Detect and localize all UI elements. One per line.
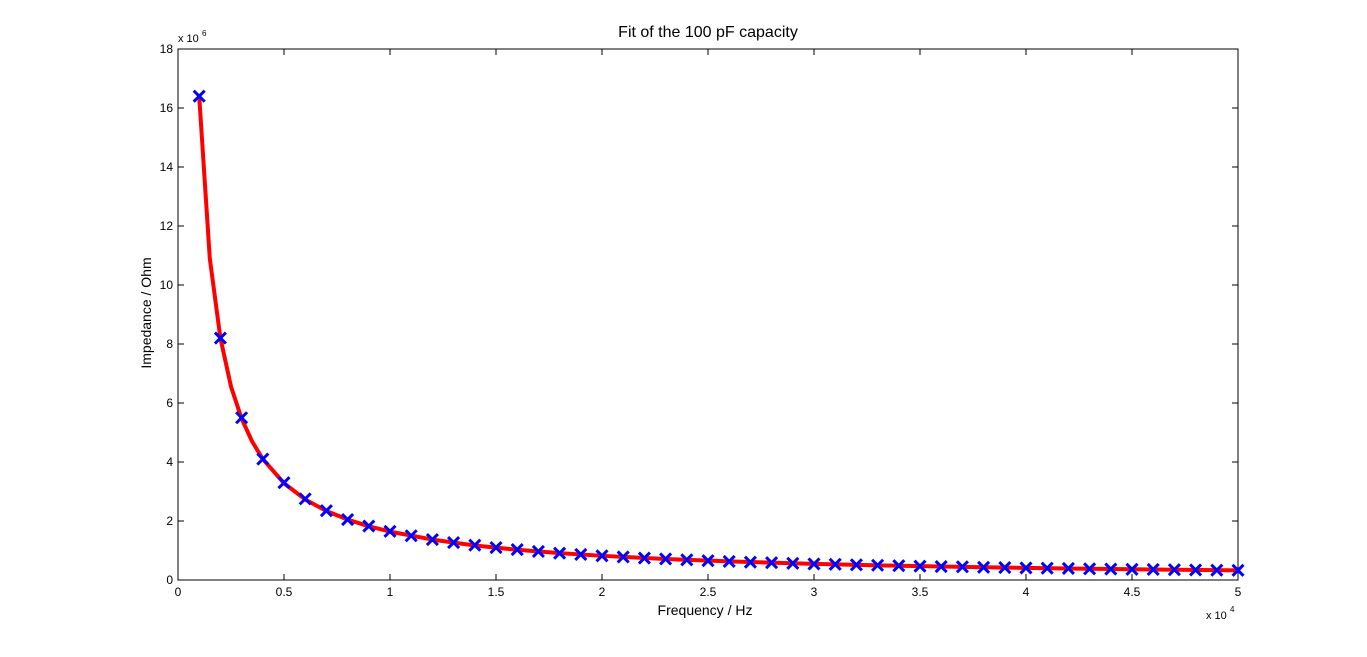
data-point-marker [298,492,312,506]
plot-area [177,48,1239,581]
data-point-marker [849,558,863,572]
data-point-marker [743,555,757,569]
data-point-marker [1210,563,1224,577]
data-point-marker [680,553,694,567]
data-point-marker [213,331,227,345]
data-point-marker [934,560,948,574]
data-point-marker [425,533,439,547]
data-point-marker [1061,561,1075,576]
data-point-marker [807,557,821,571]
data-point-marker [531,544,545,558]
x-tick-label: 4.5 [1124,585,1141,599]
y-tick-label: 16 [160,101,174,115]
x-exponent-label: x 10 4 [1206,605,1235,622]
x-tick-label: 2 [599,585,606,599]
data-point-marker [383,524,397,538]
data-point-marker [595,549,609,563]
x-tick-label: 1.5 [488,585,505,599]
chart-title: Fit of the 100 pF capacity [618,24,798,41]
data-point-marker [553,546,567,560]
data-point-marker [510,543,524,557]
y-tick-label: 12 [160,219,174,233]
data-point-marker [235,411,249,425]
x-exponent-base: x 10 [1206,610,1227,622]
data-point-marker [871,558,885,572]
data-point-marker [489,540,503,555]
x-tick-label: 5 [1235,585,1242,599]
data-point-marker [468,538,482,552]
x-tick-label: 2.5 [700,585,717,599]
data-point-marker [701,554,715,568]
y-exponent-power: 6 [202,29,207,38]
data-point-marker [765,556,779,570]
data-point-marker [1125,562,1139,576]
x-axis-label: Frequency / Hz [658,602,753,618]
data-point-marker [913,559,927,573]
data-point-marker [277,476,291,490]
data-point-marker [1083,562,1097,576]
data-point-marker [1104,562,1118,576]
data-point-marker [447,535,461,550]
y-tick-label: 6 [166,396,173,410]
x-exponent-power: 4 [1230,605,1235,614]
data-point-marker [998,561,1012,575]
data-point-marker [659,552,673,566]
x-axis-ticks: 0 0.5 1 1.5 2 2.5 3 3.5 4 4.5 5 [175,49,1242,599]
data-point-marker [1231,563,1245,577]
data-point-marker [977,560,991,574]
data-point-marker [1040,561,1054,575]
x-tick-label: 4 [1023,585,1030,599]
y-tick-label: 10 [160,278,174,292]
data-point-marker [341,512,355,527]
data-point-marker [574,547,588,562]
y-tick-label: 18 [160,42,174,56]
data-point-marker [786,556,800,570]
data-point-marker [1146,562,1160,577]
data-point-marker [1189,563,1203,577]
data-point-marker [955,560,969,574]
data-point-marker [362,519,376,533]
data-point-marker [1167,563,1181,577]
y-tick-label: 14 [160,160,174,174]
y-axis-ticks: 0 2 4 6 8 10 12 14 16 18 [160,42,1238,587]
x-tick-label: 0 [175,585,182,599]
x-tick-label: 0.5 [276,585,293,599]
x-tick-label: 1 [387,585,394,599]
y-tick-label: 2 [166,514,173,528]
data-point-marker [828,557,842,571]
data-point-marker [1019,561,1033,575]
series-layer [192,89,1245,577]
y-tick-label: 4 [166,455,173,469]
data-point-marker [892,559,906,573]
x-tick-label: 3.5 [912,585,929,599]
data-point-marker [192,89,206,103]
data-point-marker [319,504,333,518]
data-point-marker [256,452,270,466]
y-axis-label: Impedance / Ohm [138,257,154,368]
x-tick-label: 3 [811,585,818,599]
y-exponent-label: x 10 6 [178,29,207,45]
y-tick-label: 0 [166,573,173,587]
data-point-marker [404,529,418,543]
y-exponent-base: x 10 [178,33,199,45]
data-point-marker [722,554,736,568]
data-point-marker [637,551,651,565]
y-tick-label: 8 [166,337,173,351]
data-point-marker [616,550,630,564]
